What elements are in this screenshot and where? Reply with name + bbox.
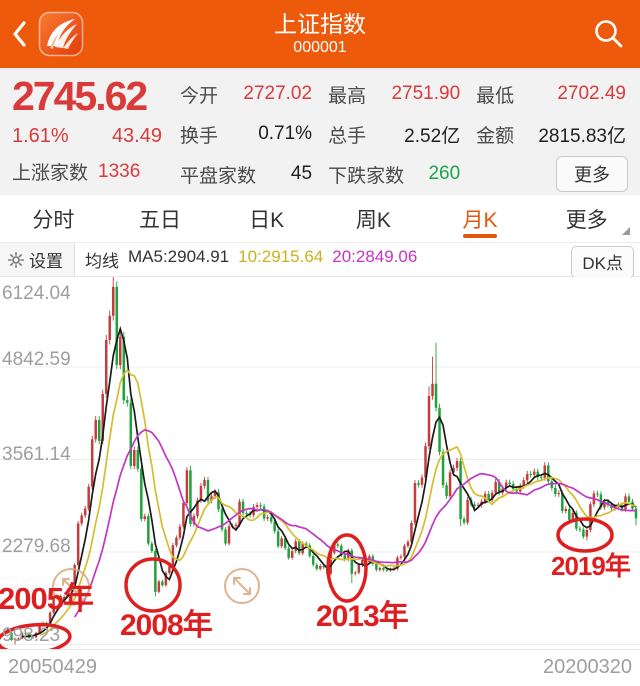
header-bar: 上证指数 000001 xyxy=(0,0,640,68)
ma-line-ma10 xyxy=(39,368,637,636)
kline-svg xyxy=(0,277,640,649)
stat-high-value: 2751.90 xyxy=(391,83,461,104)
annotation-label-2005: 2005年 xyxy=(0,581,94,616)
annotation-circle-2005 xyxy=(0,622,72,649)
y-axis-label: 6124.04 xyxy=(2,283,71,304)
stat-low: 最低 2702.49 xyxy=(470,74,636,114)
candlestick-series xyxy=(6,277,638,645)
back-chevron-icon xyxy=(13,21,26,47)
stat-flat: 平盘家数 45 xyxy=(174,154,322,194)
dk-point-button[interactable]: DK点 xyxy=(571,246,634,278)
y-axis-label: 2279.68 xyxy=(2,536,71,557)
annotation-label-2013: 2013年 xyxy=(316,600,409,633)
ma20-value: 20:2849.06 xyxy=(332,247,418,266)
stat-open-label: 今开 xyxy=(180,85,219,107)
ma-legend: 均线 MA5:2904.91 10:2915.64 20:2849.06 xyxy=(85,247,417,272)
zoom-hint-icon xyxy=(224,568,260,604)
stat-turnover-value: 0.71% xyxy=(258,123,313,144)
stat-open-value: 2727.02 xyxy=(243,83,313,104)
annotation-label-2019: 2019年 xyxy=(551,551,631,581)
annotation-circle-2013 xyxy=(326,533,368,603)
stock-code: 000001 xyxy=(293,39,347,56)
gridlines xyxy=(0,366,640,645)
settings-label: 设置 xyxy=(29,252,63,271)
quote-stats-grid: 今开 2727.02 最高 2751.90 最低 2702.49 换手 0.71… xyxy=(174,74,636,195)
stat-volume-label: 总手 xyxy=(328,125,367,147)
advancers-row: 上涨家数 1336 xyxy=(12,158,174,185)
annotation-circle-2019 xyxy=(556,517,614,553)
tab-monthly-k[interactable]: 月K xyxy=(427,195,534,242)
search-icon[interactable] xyxy=(590,15,628,53)
stat-high-label: 最高 xyxy=(328,85,367,107)
period-tab-bar: 分时 五日 日K 周K 月K 更多 xyxy=(0,195,640,243)
change-row: 1.61% 43.49 xyxy=(12,125,162,148)
chart-toolbar: 设置 均线 MA5:2904.91 10:2915.64 20:2849.06 … xyxy=(0,243,640,278)
y-axis-label: 998.23 xyxy=(2,625,61,646)
decliners-label: 下跌家数 xyxy=(328,165,405,187)
x-axis-start-date: 20050429 xyxy=(8,656,97,678)
app-logo-icon[interactable] xyxy=(38,11,84,57)
quote-main: 2745.62 1.61% 43.49 上涨家数 1336 xyxy=(12,74,174,195)
tab-daily-k[interactable]: 日K xyxy=(249,208,285,232)
stat-turnover-label: 换手 xyxy=(180,125,219,147)
gear-icon xyxy=(8,251,24,268)
header-title-block: 上证指数 000001 xyxy=(120,11,520,57)
last-price: 2745.62 xyxy=(12,73,148,119)
x-axis-end-date: 20200320 xyxy=(543,656,632,678)
flat-value: 45 xyxy=(290,163,313,184)
tab-five-day[interactable]: 五日 xyxy=(139,208,181,232)
ma-line-ma5 xyxy=(21,325,637,638)
stat-amount: 金额 2815.83亿 xyxy=(470,114,636,154)
stat-volume-value: 2.52亿 xyxy=(404,125,461,147)
stat-open: 今开 2727.02 xyxy=(174,74,322,114)
advancers-value: 1336 xyxy=(98,160,141,182)
ma5-value: MA5:2904.91 xyxy=(128,247,230,266)
more-cell: 更多 xyxy=(470,154,636,194)
advancers-label: 上涨家数 xyxy=(12,163,89,184)
tab-more-label: 更多 xyxy=(565,208,608,232)
ma-legend-title: 均线 xyxy=(85,252,119,271)
x-axis: 20050429 20200320 xyxy=(0,649,640,685)
y-axis-label: 3561.14 xyxy=(2,444,71,465)
more-button[interactable]: 更多 xyxy=(556,156,628,192)
stat-amount-value: 2815.83亿 xyxy=(538,125,626,147)
flat-label: 平盘家数 xyxy=(180,165,257,187)
zoom-hint-icon xyxy=(52,568,90,606)
stat-decliners: 下跌家数 260 xyxy=(322,154,470,194)
stat-amount-label: 金额 xyxy=(476,125,515,147)
ma-line-ma20 xyxy=(73,428,637,618)
page-title: 上证指数 xyxy=(274,11,366,37)
ma10-value: 10:2915.64 xyxy=(238,247,324,266)
decliners-value: 260 xyxy=(428,163,461,184)
change-value: 43.49 xyxy=(111,125,162,147)
kline-chart[interactable]: 6124.04 4842.59 3561.14 2279.68 998.23 2005年 2… xyxy=(0,277,640,649)
stat-low-label: 最低 xyxy=(476,85,515,107)
stat-turnover: 换手 0.71% xyxy=(174,114,322,154)
tab-minute[interactable]: 分时 xyxy=(32,208,75,232)
dropdown-corner-icon xyxy=(622,227,631,235)
stat-low-value: 2702.49 xyxy=(557,83,626,104)
tab-more[interactable]: 更多 xyxy=(533,195,640,242)
settings-button[interactable]: 设置 xyxy=(0,243,75,276)
tab-weekly-k[interactable]: 周K xyxy=(355,208,391,232)
back-button[interactable] xyxy=(2,10,36,58)
change-percent: 1.61% xyxy=(12,125,69,147)
stat-high: 最高 2751.90 xyxy=(322,74,470,114)
stat-volume: 总手 2.52亿 xyxy=(322,114,470,154)
quote-panel: 2745.62 1.61% 43.49 上涨家数 1336 今开 2727.02… xyxy=(0,68,640,195)
annotation-label-2008: 2008年 xyxy=(120,609,213,642)
annotation-circle-2008 xyxy=(124,557,182,613)
y-axis-label: 4842.59 xyxy=(2,349,71,370)
